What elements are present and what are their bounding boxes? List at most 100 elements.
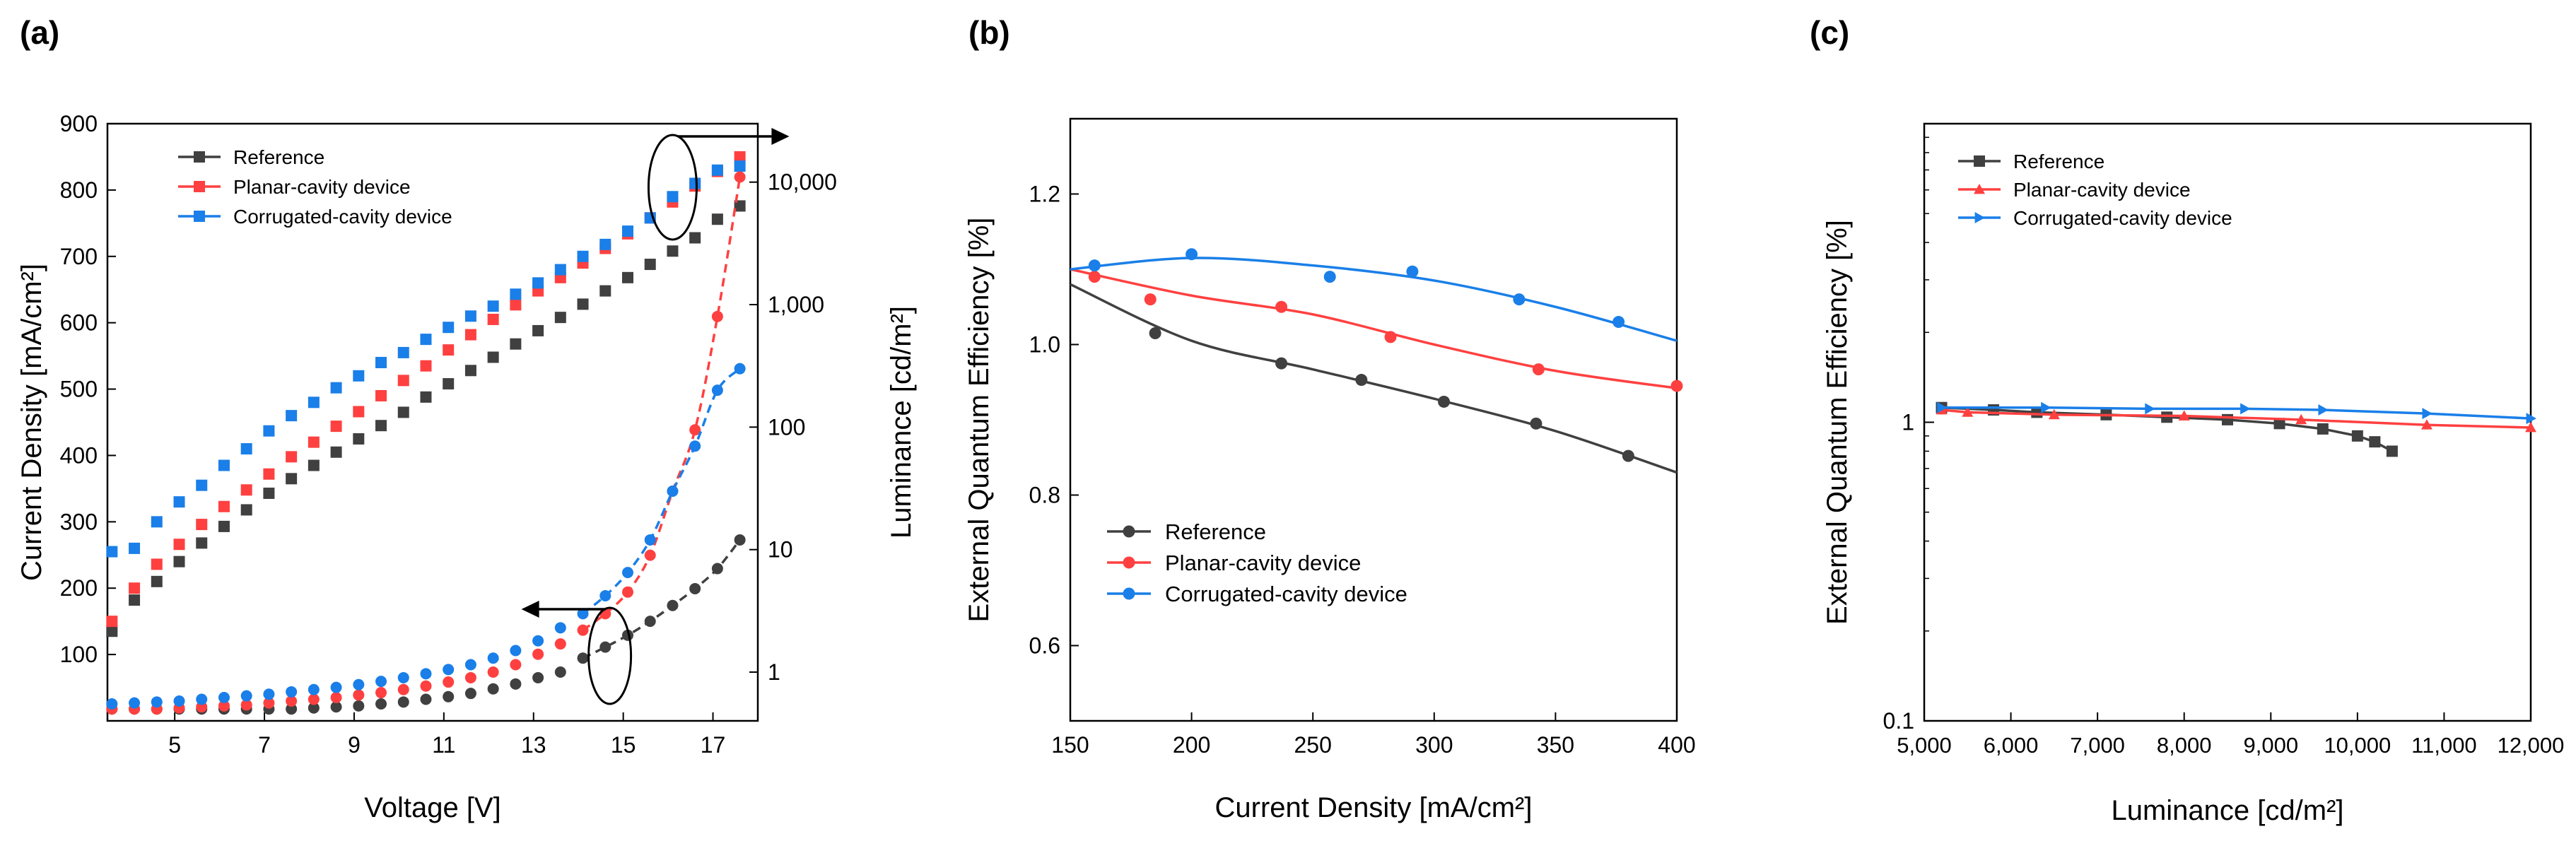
y-tick-left-label-a: 300: [60, 509, 98, 534]
data-point-a: [644, 549, 656, 561]
legend-label-b: Planar-cavity device: [1165, 551, 1361, 575]
fit-curve-b: [1070, 283, 1678, 474]
data-point-a: [353, 433, 365, 445]
data-point-a: [330, 681, 342, 693]
data-point-a: [308, 396, 320, 408]
data-point-a: [375, 420, 387, 432]
data-point-a: [353, 370, 365, 382]
data-point-a: [106, 546, 118, 558]
data-point-b: [1530, 417, 1542, 430]
data-point-a: [487, 652, 499, 664]
data-point-a: [286, 686, 298, 698]
data-point-a: [286, 703, 298, 715]
data-point-a: [689, 424, 701, 436]
x-tick-label-b: 350: [1537, 732, 1574, 758]
data-point-b: [1088, 259, 1101, 272]
data-point-c: [2222, 413, 2233, 425]
data-point-a: [397, 671, 409, 683]
data-point-c: [2369, 436, 2381, 448]
data-point-a: [599, 589, 611, 601]
data-point-a: [510, 678, 522, 690]
data-point-a: [129, 697, 141, 709]
data-point-a: [510, 299, 522, 311]
y-tick-right-label-a: 1: [768, 659, 780, 685]
data-point-a: [286, 473, 298, 485]
data-point-a: [689, 232, 701, 244]
data-point-a: [734, 534, 746, 546]
data-point-a: [420, 360, 432, 372]
data-point-a: [129, 542, 141, 554]
y-axis-label-b: External Quantum Efficiency [%]: [964, 218, 995, 623]
data-point-a: [644, 259, 656, 271]
data-point-b: [1384, 331, 1397, 343]
data-point-a: [510, 338, 522, 350]
data-point-a: [375, 357, 387, 368]
fit-curve-b: [1070, 257, 1678, 342]
y-tick-left-label-a: 800: [60, 177, 98, 203]
data-point-a: [151, 558, 163, 570]
legend-marker-c: [1974, 212, 1985, 223]
y-tick-left-label-a: 500: [60, 377, 98, 402]
data-point-a: [375, 676, 387, 688]
data-point-a: [599, 641, 611, 653]
data-point-a: [711, 213, 723, 225]
data-point-a: [218, 692, 230, 704]
panel-label: (a): [20, 14, 59, 51]
data-point-a: [173, 555, 185, 567]
data-point-a: [532, 324, 544, 336]
data-point-a: [106, 616, 118, 628]
data-point-b: [1406, 265, 1419, 278]
data-point-a: [196, 693, 208, 705]
data-point-a: [308, 683, 320, 695]
x-tick-label-c: 12,000: [2498, 733, 2565, 758]
data-point-a: [711, 384, 723, 396]
data-point-c: [2526, 413, 2536, 425]
x-tick-label-a: 15: [611, 732, 636, 758]
legend-marker-a: [194, 211, 205, 222]
data-point-a: [734, 200, 746, 212]
data-point-a: [173, 539, 185, 551]
data-point-a: [353, 700, 365, 712]
legend-marker-b: [1123, 587, 1135, 600]
data-point-a: [196, 479, 208, 491]
data-point-a: [577, 624, 589, 636]
data-point-a: [689, 440, 701, 452]
legend-label-b: Corrugated-cavity device: [1165, 582, 1407, 606]
data-point-a: [196, 537, 208, 549]
data-point-a: [330, 420, 342, 433]
data-point-a: [263, 468, 275, 480]
y-tick-label-b: 1.0: [1029, 332, 1060, 358]
data-point-a: [510, 659, 522, 671]
legend-marker-b: [1123, 525, 1135, 538]
data-point-a: [397, 375, 409, 387]
legend-marker-c: [1974, 155, 1985, 167]
x-tick-label-c: 10,000: [2324, 733, 2391, 758]
data-point-a: [577, 652, 589, 664]
data-point-a: [443, 322, 455, 334]
legend-label-b: Reference: [1165, 519, 1266, 544]
legend-label-a: Corrugated-cavity device: [233, 206, 452, 228]
legend-marker-a: [194, 151, 205, 163]
y-tick-label-c: 0.1: [1883, 708, 1914, 734]
data-point-a: [375, 698, 387, 710]
data-point-c: [1937, 401, 1948, 413]
annotation-ellipse: [647, 134, 698, 241]
data-point-a: [667, 599, 679, 611]
x-tick-label-c: 9,000: [2243, 733, 2298, 758]
x-tick-label-c: 5,000: [1897, 733, 1952, 758]
y-tick-right-label-a: 10,000: [768, 170, 837, 195]
data-point-a: [443, 344, 455, 356]
y-tick-left-label-a: 600: [60, 310, 98, 336]
y-tick-left-label-a: 200: [60, 575, 98, 601]
data-point-c: [2351, 430, 2363, 442]
data-point-a: [308, 459, 320, 471]
annotation-arrowhead: [521, 601, 539, 618]
data-point-c: [2240, 403, 2251, 415]
data-point-a: [622, 567, 633, 579]
data-point-b: [1622, 449, 1634, 462]
data-point-a: [667, 245, 679, 257]
x-tick-label-c: 6,000: [1984, 733, 2039, 758]
legend-marker-b: [1123, 556, 1135, 569]
data-point-c: [2386, 445, 2398, 457]
data-point-a: [464, 659, 476, 671]
